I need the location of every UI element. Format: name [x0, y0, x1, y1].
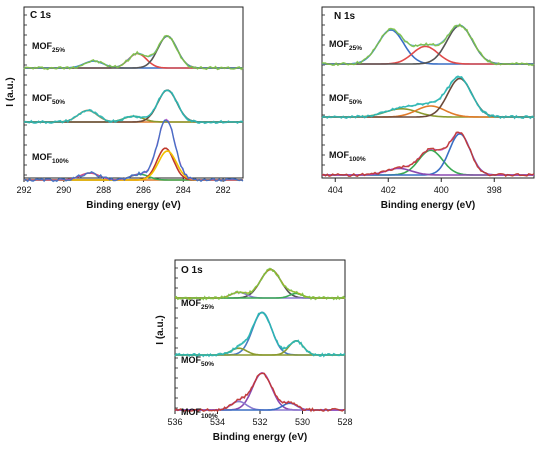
x-tick-label: 292 — [16, 185, 31, 195]
x-tick-label: 536 — [167, 417, 182, 427]
peak-100pct-1 — [322, 132, 534, 176]
x-tick-label: 404 — [328, 185, 343, 195]
x-tick-label: 530 — [295, 417, 310, 427]
measured-spectrum — [321, 131, 535, 178]
measured-spectrum — [23, 34, 244, 71]
plot-frame — [23, 6, 244, 179]
x-tick-label: 402 — [381, 185, 396, 195]
peak-50pct-2 — [322, 77, 534, 118]
sample-label: MOF100% — [32, 152, 69, 165]
fit-envelope — [322, 131, 534, 176]
peak-50pct-0 — [175, 311, 345, 356]
plot-frame — [321, 6, 535, 179]
peak-100pct-0 — [24, 172, 243, 181]
x-tick-label: 398 — [487, 185, 502, 195]
chart-title: N 1s — [334, 11, 356, 22]
sample-label: MOF25% — [181, 298, 214, 311]
peak-50pct-2 — [24, 89, 243, 123]
measured-spectrum — [23, 119, 244, 183]
measured-spectrum — [321, 23, 535, 67]
x-tick-label: 400 — [434, 185, 449, 195]
measured-spectrum — [174, 312, 346, 358]
sample-label: MOF100% — [329, 150, 366, 163]
sample-label: MOF100% — [181, 407, 218, 420]
x-tick-label: 532 — [252, 417, 267, 427]
fit-envelope — [175, 311, 345, 356]
sample-label: MOF50% — [181, 355, 214, 368]
peak-100pct-0 — [175, 372, 345, 411]
sample-label: MOF50% — [329, 93, 362, 106]
sample-label: MOF25% — [329, 39, 362, 52]
peak-50pct-2 — [175, 340, 345, 356]
y-axis-label: I (a.u.) — [5, 77, 16, 106]
fit-envelope — [24, 89, 243, 123]
x-tick-label: 534 — [210, 417, 225, 427]
x-tick-label: 288 — [96, 185, 111, 195]
x-tick-label: 290 — [56, 185, 71, 195]
peak-25pct-1 — [24, 52, 243, 69]
chart-n-1s: 404 402 400 398 Binding energy (eV) N 1s MOF25… — [321, 6, 535, 211]
fit-envelope — [175, 372, 345, 411]
sample-label: MOF25% — [32, 41, 65, 54]
measured-spectrum — [174, 372, 346, 413]
y-axis-label: I (a.u.) — [155, 315, 166, 344]
measured-spectrum — [174, 267, 346, 301]
chart-title: O 1s — [181, 265, 203, 276]
measured-spectrum — [23, 89, 244, 125]
x-axis-label: Binding energy (eV) — [86, 200, 180, 211]
chart-title: C 1s — [30, 10, 52, 21]
fit-envelope — [322, 76, 534, 118]
x-tick-label: 528 — [337, 417, 352, 427]
chart-c-1s: 292 290 288 286 284 282 Binding energy (eV) I (… — [5, 6, 244, 211]
x-tick-label: 282 — [216, 185, 231, 195]
peak-50pct-1 — [175, 347, 345, 356]
chart-o-1s: 536 534 532 530 528 Binding energy (eV) I (a.u… — [155, 259, 353, 443]
x-tick-label: 284 — [176, 185, 191, 195]
sample-label: MOF50% — [32, 93, 65, 106]
x-axis-label: Binding energy (eV) — [381, 200, 475, 211]
x-tick-label: 286 — [136, 185, 151, 195]
measured-spectrum — [321, 75, 535, 120]
fit-envelope — [24, 118, 243, 181]
x-axis-label: Binding energy (eV) — [213, 432, 307, 443]
